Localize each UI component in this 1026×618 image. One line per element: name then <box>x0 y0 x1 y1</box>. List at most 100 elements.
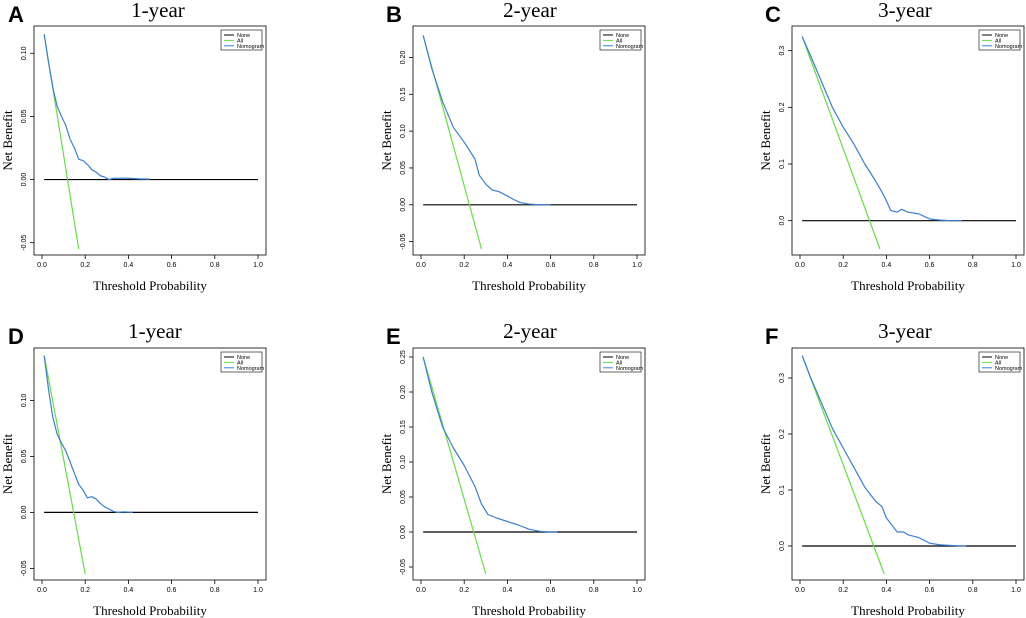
x-tick-label: 0.4 <box>503 587 513 594</box>
plot-frame <box>791 347 1025 581</box>
y-tick-label: 0.05 <box>21 109 28 123</box>
panel-label: F <box>765 324 778 349</box>
y-tick-label: -0.05 <box>21 235 28 251</box>
legend-entry: All <box>616 360 622 366</box>
y-tick-label: 0.05 <box>400 161 407 175</box>
legend-entry: None <box>237 33 250 39</box>
y-tick-label: 0.2 <box>779 102 786 112</box>
panel-c: C 3-year 0.0 0.2 0.4 0.6 0.8 1.0 0.0 0.1 0.2 0.3 Thr… <box>758 0 1025 293</box>
y-tick-label: 0.00 <box>400 198 407 212</box>
x-tick-label: 0.0 <box>37 587 47 594</box>
panel-a: A 1-year 0.0 0.2 0.4 0.6 0.8 1.0 -0.05 0.00 0.05 0.… <box>0 0 267 293</box>
y-axis-label: Net Benefit <box>0 110 15 171</box>
x-axis-label: Threshold Probability <box>851 603 965 618</box>
legend-entry: None <box>237 355 250 361</box>
x-tick-label: 0.2 <box>459 587 469 594</box>
y-tick-label: 0.10 <box>21 46 28 60</box>
x-tick-label: 0.2 <box>838 262 848 269</box>
series-line-nomogram <box>801 36 962 222</box>
series-line-nomogram <box>422 35 551 206</box>
x-tick-label: 0.8 <box>968 262 978 269</box>
legend-entry: None <box>616 33 629 39</box>
x-axis-label: Threshold Probability <box>93 278 207 293</box>
series-group <box>43 34 258 250</box>
plot-frame <box>412 25 646 256</box>
legend-entry: None <box>995 355 1008 361</box>
x-tick-label: 0.4 <box>882 587 892 594</box>
chart-title: 1-year <box>128 319 182 343</box>
x-tick-label: 0.8 <box>968 587 978 594</box>
x-tick-label: 0.2 <box>838 587 848 594</box>
y-tick-label: -0.05 <box>400 559 407 575</box>
y-tick-label: 0.3 <box>779 46 786 56</box>
x-tick-label: 0.8 <box>589 587 599 594</box>
x-tick-label: 0.4 <box>124 262 134 269</box>
y-axis-label: Net Benefit <box>0 433 15 494</box>
chart-title: 3-year <box>878 319 932 343</box>
plot-frame <box>33 347 267 581</box>
legend-entry: None <box>616 355 629 361</box>
x-tick-label: 1.0 <box>632 587 642 594</box>
panel-label: C <box>765 2 781 27</box>
x-tick-label: 0.6 <box>167 587 177 594</box>
series-line-all <box>801 36 881 250</box>
legend-entry: Nomogram <box>995 44 1023 50</box>
x-axis-label: Threshold Probability <box>472 278 586 293</box>
x-tick-label: 0.0 <box>37 262 47 269</box>
x-tick-label: 0.8 <box>210 262 220 269</box>
y-tick-label: 0.0 <box>779 541 786 551</box>
y-tick-label: 0.10 <box>400 124 407 138</box>
y-tick-label: 0.3 <box>779 373 786 383</box>
chart-title: 3-year <box>878 0 932 22</box>
x-tick-label: 0.0 <box>795 587 805 594</box>
legend-entry: Nomogram <box>616 366 644 372</box>
x-tick-label: 0.8 <box>589 262 599 269</box>
series-line-all <box>801 355 885 575</box>
panel-b: B 2-year 0.0 0.2 0.4 0.6 0.8 1.0 -0.05 0.00 0.05 0.… <box>379 0 646 293</box>
x-tick-label: 0.0 <box>795 262 805 269</box>
legend-entry: None <box>995 33 1008 39</box>
series-line-nomogram <box>801 355 967 547</box>
plot-frame <box>33 25 267 256</box>
x-axis-label: Threshold Probability <box>472 603 586 618</box>
chart-title: 1-year <box>131 0 185 22</box>
legend-entry: Nomogram <box>616 44 644 50</box>
legend-entry: Nomogram <box>995 366 1023 372</box>
panel-f: F 3-year 0.0 0.2 0.4 0.6 0.8 1.0 0.0 0.1 0.2 0.3 Thr… <box>758 319 1025 618</box>
x-tick-label: 0.6 <box>925 587 935 594</box>
y-tick-label: 0.05 <box>400 490 407 504</box>
panel-label: D <box>8 324 24 349</box>
chart-title: 2-year <box>503 319 557 343</box>
x-tick-label: 1.0 <box>253 262 263 269</box>
legend-entry: All <box>616 38 622 44</box>
x-tick-label: 0.6 <box>925 262 935 269</box>
x-tick-label: 0.2 <box>80 587 90 594</box>
x-tick-label: 0.6 <box>546 262 556 269</box>
x-tick-label: 0.6 <box>167 262 177 269</box>
y-tick-label: -0.05 <box>400 234 407 250</box>
y-tick-label: 0.10 <box>400 455 407 469</box>
y-tick-label: 0.00 <box>21 505 28 519</box>
y-tick-label: 0.10 <box>21 393 28 407</box>
y-tick-label: 0.00 <box>400 525 407 539</box>
plot-frame <box>412 347 646 581</box>
y-axis-label: Net Benefit <box>379 433 394 494</box>
legend-entry: Nomogram <box>237 366 265 372</box>
legend-entry: All <box>995 38 1001 44</box>
legend-entry: Nomogram <box>237 44 265 50</box>
x-tick-label: 0.4 <box>124 587 134 594</box>
series-line-all <box>43 355 86 575</box>
series-group <box>801 36 1016 250</box>
series-group <box>801 355 1016 575</box>
y-axis-label: Net Benefit <box>758 110 773 171</box>
series-line-nomogram <box>422 356 558 533</box>
y-tick-label: 0.1 <box>779 159 786 169</box>
panel-label: B <box>386 2 402 27</box>
series-line-nomogram <box>43 34 151 181</box>
y-tick-label: 0.1 <box>779 485 786 495</box>
